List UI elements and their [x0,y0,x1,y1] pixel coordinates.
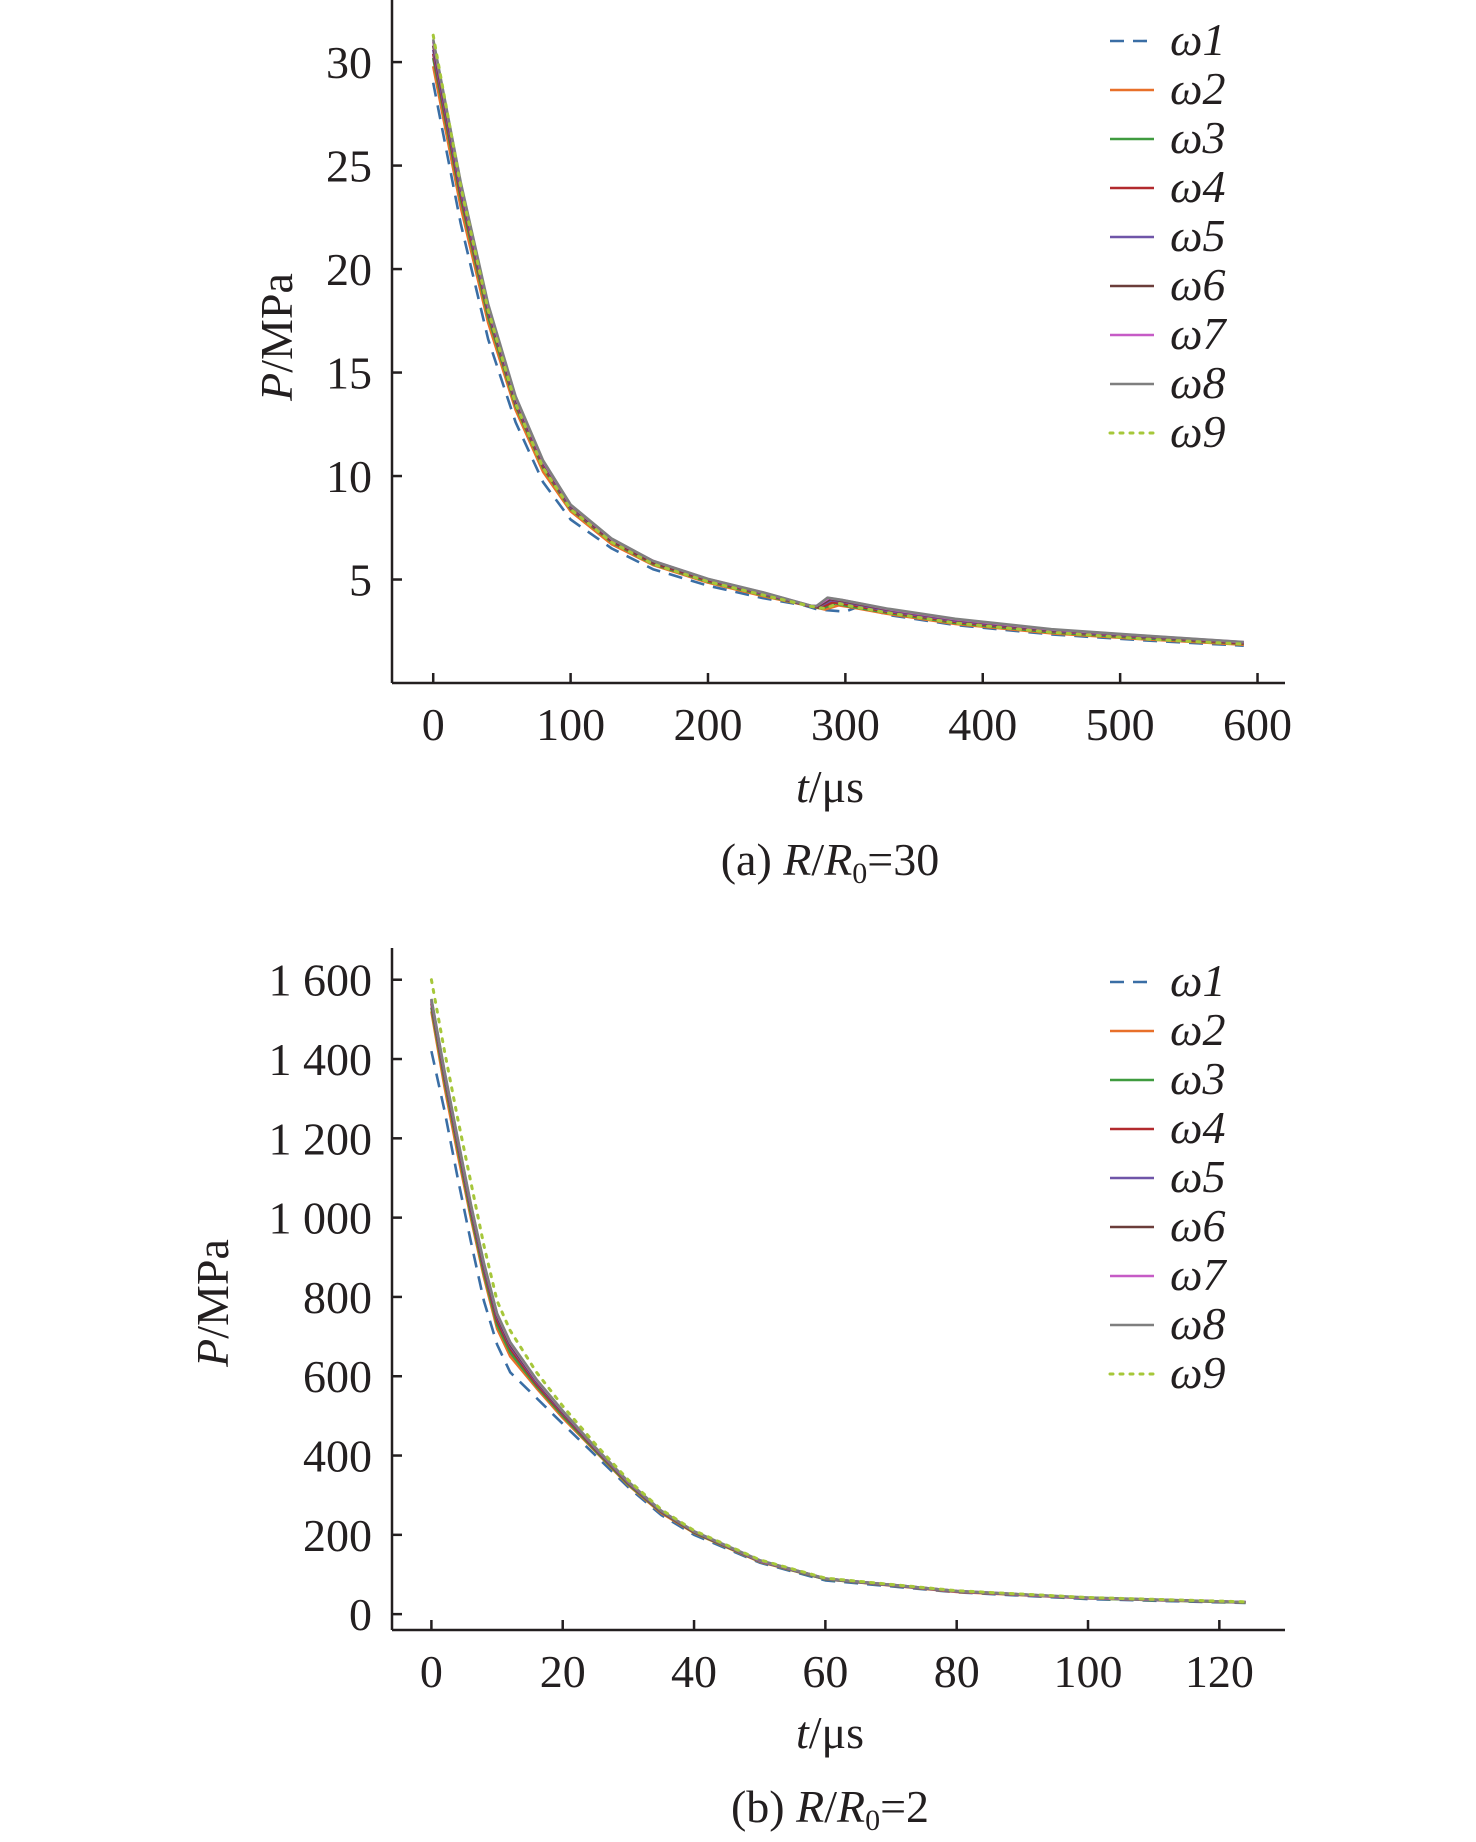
x-axis-label-b: t/μs [796,1707,864,1758]
legend-label-a-5: ω5 [1170,210,1225,261]
ticks-a: 0 100 200 300 400 500 600 5 10 15 20 25 30 [326,37,1292,750]
legend-label-b-5: ω5 [1170,1151,1225,1202]
legend-label-b-6: ω6 [1170,1200,1225,1251]
series-line-a-9 [431,33,1246,646]
y-tick-label-a: 10 [326,451,372,502]
x-tick-label-a: 0 [422,699,445,750]
legend-label-b-2: ω2 [1170,1004,1225,1055]
y-tick-label-b: 1 600 [269,955,373,1006]
legend-label-a-8: ω8 [1170,357,1225,408]
caption-b: (b) R/R0=2 [731,1781,929,1837]
legend-label-a-6: ω6 [1170,259,1225,310]
x-tick-label-a: 200 [673,699,742,750]
caption-a: (a) R/R0=30 [721,834,940,890]
x-tick-label-a: 400 [948,699,1017,750]
panel-b: 0 20 40 60 80 100 120 0 200 400 600 800 1 000 1 200 1 … [187,948,1285,1837]
axes-a [390,0,1285,685]
y-tick-label-b: 600 [303,1351,372,1402]
axes-b [390,948,1285,1632]
x-tick-label-b: 80 [934,1646,980,1697]
legend-label-b-3: ω3 [1170,1053,1225,1104]
x-tick-label-a: 300 [811,699,880,750]
series-line-b-8 [430,998,1246,1604]
x-tick-label-a: 100 [536,699,605,750]
legend-label-b-7: ω7 [1170,1249,1227,1300]
y-tick-label-b: 400 [303,1431,372,1482]
legend-label-b-1: ω1 [1170,955,1225,1006]
legend-label-a-9: ω9 [1170,406,1225,457]
y-tick-label-b: 0 [349,1589,372,1640]
x-tick-label-b: 20 [540,1646,586,1697]
legend-label-a-3: ω3 [1170,112,1225,163]
series-line-a-8 [431,39,1244,644]
legend-label-a-7: ω7 [1170,308,1227,359]
y-tick-label-b: 1 000 [269,1193,373,1244]
y-tick-label-b: 200 [303,1510,372,1561]
x-tick-label-b: 40 [671,1646,717,1697]
x-axis-label-a: t/μs [796,761,864,812]
x-tick-label-b: 120 [1185,1646,1254,1697]
series-group-b [429,978,1248,1605]
legend-label-a-2: ω2 [1170,63,1225,114]
y-tick-label-b: 1 400 [269,1034,373,1085]
x-tick-label-a: 600 [1223,699,1292,750]
y-axis-label-a: P/MPa [251,273,302,402]
y-tick-label-b: 1 200 [269,1113,373,1164]
legend-label-a-1: ω1 [1170,14,1225,65]
y-tick-label-a: 30 [326,37,372,88]
x-tick-label-b: 100 [1054,1646,1123,1697]
y-tick-label-a: 25 [326,141,372,192]
y-tick-label-a: 15 [326,348,372,399]
legend-label-b-4: ω4 [1170,1102,1225,1153]
y-tick-label-a: 20 [326,244,372,295]
legend-label-b-8: ω8 [1170,1298,1225,1349]
y-tick-label-b: 800 [303,1272,372,1323]
legend-label-b-9: ω9 [1170,1347,1225,1398]
series-group-a [431,33,1246,647]
ticks-b: 0 20 40 60 80 100 120 0 200 400 600 800 1 000 1 200 1 … [269,955,1254,1697]
y-axis-label-b: P/MPa [187,1239,238,1368]
x-tick-label-b: 60 [802,1646,848,1697]
x-tick-label-a: 500 [1086,699,1155,750]
y-tick-label-a: 5 [349,555,372,606]
legend-label-a-4: ω4 [1170,161,1225,212]
x-tick-label-b: 0 [420,1646,443,1697]
